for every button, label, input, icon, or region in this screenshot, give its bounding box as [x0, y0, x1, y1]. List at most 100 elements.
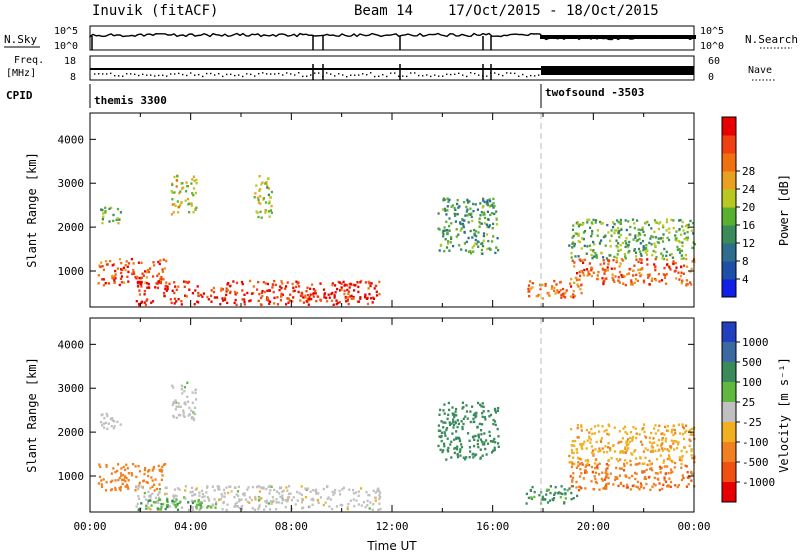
nave-dot	[478, 74, 480, 76]
power-cell	[119, 211, 122, 214]
power-cell	[627, 245, 630, 249]
power-cell	[464, 214, 467, 217]
nave-dot	[374, 75, 376, 78]
power-cell	[297, 281, 300, 284]
velocity-cell	[254, 508, 257, 511]
power-cell	[202, 292, 205, 295]
power-cell	[180, 303, 183, 306]
power-cell	[330, 292, 333, 296]
velocity-cell	[578, 462, 582, 466]
velocity-cell	[546, 501, 550, 504]
power-cell	[634, 278, 638, 281]
power-cell	[638, 232, 641, 235]
power-cell	[235, 303, 238, 306]
power-cell	[635, 258, 638, 261]
power-cell	[682, 257, 685, 260]
power-cell	[607, 231, 610, 234]
velocity-cell	[603, 478, 606, 481]
power-cell	[258, 189, 261, 192]
nsky-dense	[692, 35, 694, 39]
velocity-cell	[222, 501, 225, 505]
velocity-cell	[493, 448, 496, 452]
power-cell	[492, 202, 495, 205]
velocity-cell	[546, 488, 549, 491]
velocity-cell	[658, 465, 662, 469]
power-cell	[131, 272, 134, 276]
velocity-cell	[183, 496, 186, 499]
power-cell	[591, 229, 594, 233]
power-cell	[276, 303, 280, 306]
velocity-cell	[301, 497, 304, 501]
velocity-cell	[469, 420, 472, 424]
power-cell	[164, 285, 167, 288]
power-cell	[627, 220, 630, 223]
velocity-cell	[171, 502, 174, 505]
power-cell	[615, 229, 618, 232]
power-cell	[267, 299, 270, 302]
power-cell	[453, 206, 456, 210]
power-cell	[684, 253, 687, 257]
nsky-dense	[582, 35, 584, 39]
velocity-cell	[324, 501, 327, 504]
velocity-cell	[176, 504, 179, 507]
power-cell	[686, 238, 689, 242]
power-cell	[582, 261, 585, 264]
velocity-cell	[315, 492, 318, 495]
velocity-cell	[530, 497, 533, 500]
power-cell	[578, 270, 581, 274]
nave-dot	[510, 72, 512, 74]
power-cell	[604, 234, 607, 237]
power-colorbar-swatch	[722, 243, 736, 262]
power-cell	[483, 216, 487, 220]
velocity-cell	[160, 505, 163, 509]
velocity-cell	[672, 442, 675, 445]
nave-dot	[462, 74, 464, 76]
power-cell	[302, 296, 305, 299]
velocity-cell	[691, 456, 694, 460]
velocity-cell	[198, 494, 201, 497]
power-cell	[259, 210, 262, 214]
power-cell	[602, 256, 605, 259]
power-cell	[602, 259, 605, 262]
power-cell	[627, 243, 630, 247]
velocity-cell	[124, 480, 127, 483]
velocity-cell	[618, 467, 621, 470]
power-cell	[179, 190, 182, 193]
power-cell	[223, 298, 227, 301]
power-cell	[657, 237, 660, 240]
power-cell	[330, 299, 334, 302]
nave-dot	[410, 72, 412, 74]
power-cell	[613, 223, 616, 226]
velocity-cell	[685, 450, 688, 454]
nave-dot	[166, 75, 168, 77]
velocity-cell	[174, 399, 177, 402]
power-cell	[448, 229, 451, 232]
power-cell	[480, 222, 483, 225]
power-cell	[305, 290, 308, 293]
power-cell	[331, 282, 334, 285]
velocity-cell	[622, 469, 626, 472]
power-cell	[444, 238, 447, 241]
velocity-cell	[101, 424, 104, 427]
velocity-cell	[635, 432, 638, 435]
nsky-dense	[690, 35, 692, 39]
power-cell	[281, 293, 284, 296]
power-cell	[446, 205, 449, 208]
velocity-cell	[636, 480, 639, 484]
velocity-cell	[237, 494, 240, 498]
power-cell	[359, 281, 362, 284]
velocity-cell	[564, 497, 567, 500]
power-cell	[576, 278, 579, 282]
velocity-cell	[591, 470, 594, 474]
power-cell	[240, 280, 244, 284]
velocity-cell	[664, 440, 667, 443]
power-cell	[292, 286, 295, 289]
velocity-cell	[455, 436, 458, 439]
velocity-cell	[455, 414, 458, 417]
power-cell	[635, 255, 638, 258]
power-cell	[577, 232, 580, 236]
velocity-cell	[116, 420, 119, 424]
velocity-cell	[347, 502, 350, 506]
velocity-cell	[464, 415, 467, 418]
power-cell	[657, 272, 660, 276]
